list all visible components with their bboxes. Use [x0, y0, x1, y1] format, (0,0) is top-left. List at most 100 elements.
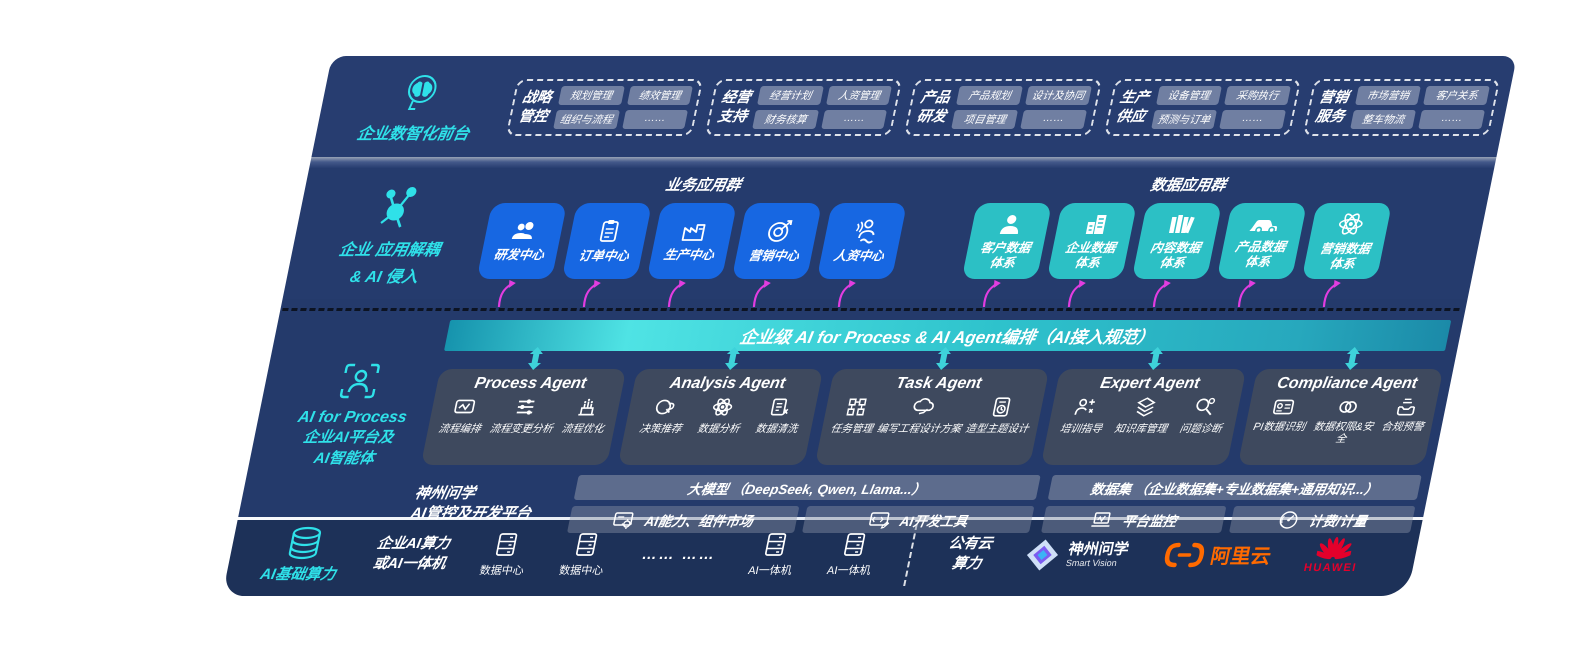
agent-item-label: 数据权限&安全: [1312, 421, 1375, 446]
chip: ……: [621, 110, 689, 130]
chip: 经营计划: [757, 86, 824, 106]
chip: 整车物流: [1349, 110, 1417, 130]
tile-label: 营销中心: [747, 249, 801, 264]
decouple-label-line2: & AI 侵入: [348, 268, 420, 286]
agent-title: Compliance Agent: [1275, 375, 1419, 393]
huawei-name: HUAWEI: [1302, 562, 1358, 575]
person-scan-icon: [336, 361, 384, 401]
group-title-line: 服务: [1313, 108, 1347, 125]
tile-product-data: 产品数据 体系: [1216, 203, 1308, 308]
agent-item-label: 问题诊断: [1178, 423, 1223, 436]
agents-row: Process Agent 流程编排 流程变更分析: [420, 347, 1444, 466]
dashed-vertical-divider: [902, 523, 918, 586]
theme-design-icon: [988, 396, 1014, 418]
chip: 产品规划: [956, 86, 1023, 106]
teal-double-arrow: [936, 347, 952, 371]
business-group-title: 业务应用群: [663, 177, 743, 195]
pink-arrow: [1322, 280, 1341, 308]
tile-label: 订单中心: [577, 249, 631, 264]
pink-arrow: [752, 280, 771, 308]
group-title-line: 供应: [1114, 108, 1147, 125]
tile-rd-center: 研发中心: [476, 203, 568, 308]
agent-card-expert: Expert Agent 培训指导 知识库管理: [1040, 347, 1247, 466]
business-app-group: 业务应用群 研发中心: [473, 174, 913, 308]
tile-content-data: 内容数据 体系: [1131, 203, 1223, 308]
huawei-flower-icon: [1314, 535, 1354, 561]
agent-item-label: 任务管理: [829, 423, 874, 436]
ai-platform-label-line1: 企业AI平台及: [301, 429, 396, 447]
cell-platform-monitor: 平台监控: [1040, 506, 1227, 534]
agent-item-label: 流程变更分析: [488, 423, 554, 436]
component-market-icon: [611, 510, 637, 530]
platform-label-line1: 神州问学: [413, 484, 477, 502]
server-icon: [838, 532, 869, 558]
knowledge-layers-icon: [1132, 396, 1158, 418]
agent-card-task: Task Agent 任务管理 编写工程设计方案: [815, 347, 1049, 466]
front-groups: 战略 管控 规划管理 绩效管理 组织与流程 …… 经营 支持 经营计划 人资管理: [505, 79, 1501, 137]
data-app-group: 数据应用群 客户数据 体系: [958, 174, 1398, 308]
group-title-line: 支持: [716, 108, 749, 125]
cell-label: AI开发工具: [898, 513, 969, 529]
dataset-header: 数据集 （企业数据集+专业数据集+通用知识...）: [1047, 475, 1422, 501]
cell-ai-dev-tools: AI开发工具: [801, 506, 1035, 534]
group-title-line: 生产: [1118, 90, 1151, 107]
server-icon: [491, 532, 522, 558]
diagram-slab: 企业数智化前台 战略 管控 规划管理 绩效管理 组织与流程 …… 经营 支持: [222, 56, 1517, 596]
front-desk-label-zone: 企业数智化前台: [318, 71, 519, 144]
pink-arrow: [1152, 280, 1171, 308]
pink-arrow: [1237, 280, 1256, 308]
ai-for-process-title: AI for Process: [296, 409, 409, 427]
group-title-line: 营销: [1317, 90, 1350, 107]
chip: 财务核算: [752, 110, 819, 130]
agent-title: Analysis Agent: [668, 375, 787, 393]
ai-appliance-node: AI一体机: [747, 532, 800, 578]
tile-order-center: 订单中心: [561, 203, 653, 308]
server-icon: [571, 532, 602, 558]
agent-item-label: 决策推荐: [638, 423, 683, 436]
agent-item-label: 流程优化: [560, 423, 605, 436]
books-icon: [1165, 212, 1196, 236]
dev-tools-icon: [866, 510, 892, 530]
diagnosis-icon: [1192, 396, 1218, 418]
tile-label: 产品数据 体系: [1234, 240, 1288, 269]
smartvision-name: 神州问学: [1066, 540, 1131, 558]
permission-rings-icon: [1334, 396, 1360, 418]
decouple-label-zone: 企业 应用解耦 & AI 侵入: [287, 172, 499, 299]
agent-card-process: Process Agent 流程编排 流程变更分析: [420, 347, 627, 466]
tile-hr-center: 人资中心: [816, 203, 908, 308]
datacenter-node: 数据中心: [478, 532, 531, 578]
target-icon: [763, 218, 794, 244]
alicloud-bracket-icon: [1160, 542, 1207, 568]
chip: 设备管理: [1155, 86, 1223, 106]
huawei-logo: HUAWEI: [1303, 535, 1364, 574]
platform-row: 神州问学 AI管控及开发平台 大模型 （DeepSeek, Qwen, Llam…: [407, 475, 1422, 534]
front-group-marketing: 营销 服务 市场营销 客户关系 整车物流 ……: [1302, 79, 1501, 137]
tile-label: 内容数据 体系: [1148, 241, 1202, 270]
ai-base-compute-label: AI基础算力: [258, 566, 338, 584]
datacenter-node: 数据中心: [558, 532, 611, 578]
node-label: AI一体机: [746, 564, 793, 577]
front-group-strategy: 战略 管控 规划管理 绩效管理 组织与流程 ……: [505, 79, 704, 137]
node-label: 数据中心: [557, 564, 605, 577]
ai-platform-label-line2: AI智能体: [312, 449, 376, 467]
chip: 设计及协同: [1025, 86, 1092, 106]
ai-orchestration-bar-text: 企业级 AI for Process & AI Agent编排（AI接入规范）: [738, 328, 1157, 348]
agent-item-label: 流程编排: [437, 423, 482, 436]
cell-ai-capability-market: AI能力、组件市场: [566, 506, 800, 534]
group-title-line: 经营: [719, 90, 753, 107]
agent-title: Process Agent: [473, 375, 588, 393]
pink-arrow: [582, 280, 601, 308]
monitor-icon: [1089, 510, 1115, 530]
platform-label: 神州问学 AI管控及开发平台: [407, 475, 567, 533]
tile-marketing-data: 营销数据 体系: [1301, 203, 1393, 308]
tile-production-center: 生产中心: [646, 203, 738, 308]
teal-double-arrow: [725, 347, 741, 371]
agent-title: Task Agent: [894, 375, 984, 393]
ai-for-process-label-zone: AI for Process 企业AI平台及 AI智能体: [264, 361, 442, 469]
chip: 项目管理: [951, 110, 1018, 130]
group-title-line: 战略: [520, 90, 553, 107]
chip: 客户关系: [1423, 86, 1490, 106]
models-group: 大模型 （DeepSeek, Qwen, Llama...） AI能力、组件市场…: [566, 475, 1041, 534]
factory-icon: [678, 219, 709, 243]
ellipsis-nodes: …… ……: [640, 546, 718, 564]
